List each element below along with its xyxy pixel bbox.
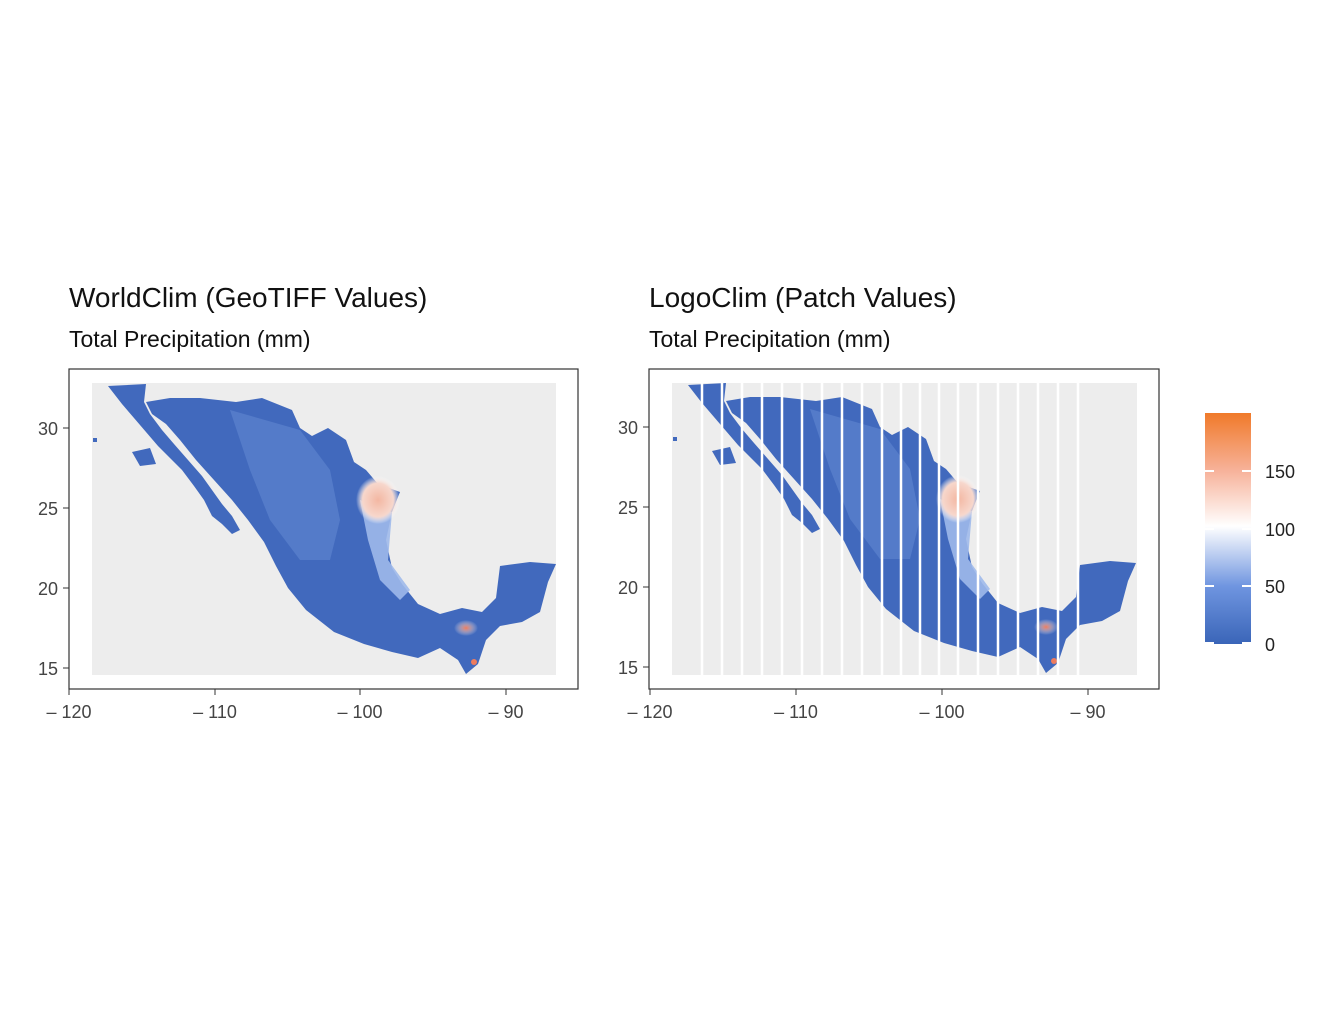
y-tick-label: 20 — [38, 579, 58, 599]
x-tick-label: – 90 — [1070, 702, 1105, 722]
x-tick-label: – 90 — [488, 702, 523, 722]
patch-seams — [700, 383, 1080, 675]
legend-tick-label: 0 — [1265, 635, 1275, 655]
y-tick-label: 15 — [38, 659, 58, 679]
y-tick-label: 25 — [618, 498, 638, 518]
legend-tick-label: 100 — [1265, 520, 1295, 540]
x-axis: – 120 – 110 – 100 – 90 — [627, 689, 1106, 722]
mexico-raster — [673, 383, 1136, 673]
panel-title: WorldClim (GeoTIFF Values) — [69, 282, 427, 313]
x-axis: – 120 – 110 – 100 – 90 — [46, 689, 524, 722]
baja-island — [132, 448, 156, 466]
panel-subtitle: Total Precipitation (mm) — [649, 326, 891, 352]
x-tick-label: – 110 — [774, 702, 818, 722]
y-tick-label: 30 — [618, 418, 638, 438]
warm-zone-northeast — [356, 476, 400, 524]
mainland-mexico — [726, 397, 1136, 673]
y-tick-label: 15 — [618, 658, 638, 678]
color-legend: 150 100 50 0 — [1205, 413, 1295, 655]
x-tick-label: – 100 — [337, 702, 382, 722]
map-panel-worldclim: WorldClim (GeoTIFF Values) Total Precipi… — [38, 282, 579, 722]
guadalupe-island — [93, 438, 97, 442]
mexico-raster — [93, 384, 556, 674]
panel-subtitle: Total Precipitation (mm) — [69, 326, 311, 352]
warm-spot — [1051, 658, 1057, 664]
y-axis: 30 25 20 15 — [618, 418, 649, 678]
y-tick-label: 25 — [38, 499, 58, 519]
map-panel-logoclim: LogoClim (Patch Values) Total Precipitat… — [618, 282, 1160, 722]
highland-zone — [810, 409, 920, 559]
y-tick-label: 20 — [618, 578, 638, 598]
legend-tick-label: 150 — [1265, 462, 1295, 482]
panel-title: LogoClim (Patch Values) — [649, 282, 957, 313]
x-tick-label: – 120 — [627, 702, 672, 722]
x-tick-label: – 100 — [919, 702, 964, 722]
y-tick-label: 30 — [38, 419, 58, 439]
eastern-slope — [360, 500, 410, 600]
warm-spot — [471, 659, 477, 665]
baja-island — [712, 447, 736, 465]
legend-tick-label: 50 — [1265, 577, 1285, 597]
guadalupe-island — [673, 437, 677, 441]
legend-tick-marks — [1205, 470, 1251, 644]
mainland-mexico — [146, 398, 556, 674]
highland-zone — [230, 410, 340, 560]
warm-zone-south — [454, 620, 478, 636]
warm-zone-south — [1034, 619, 1058, 635]
baja-california — [108, 384, 240, 534]
x-tick-label: – 110 — [193, 702, 237, 722]
x-tick-label: – 120 — [46, 702, 91, 722]
y-axis: 30 25 20 15 — [38, 419, 69, 679]
